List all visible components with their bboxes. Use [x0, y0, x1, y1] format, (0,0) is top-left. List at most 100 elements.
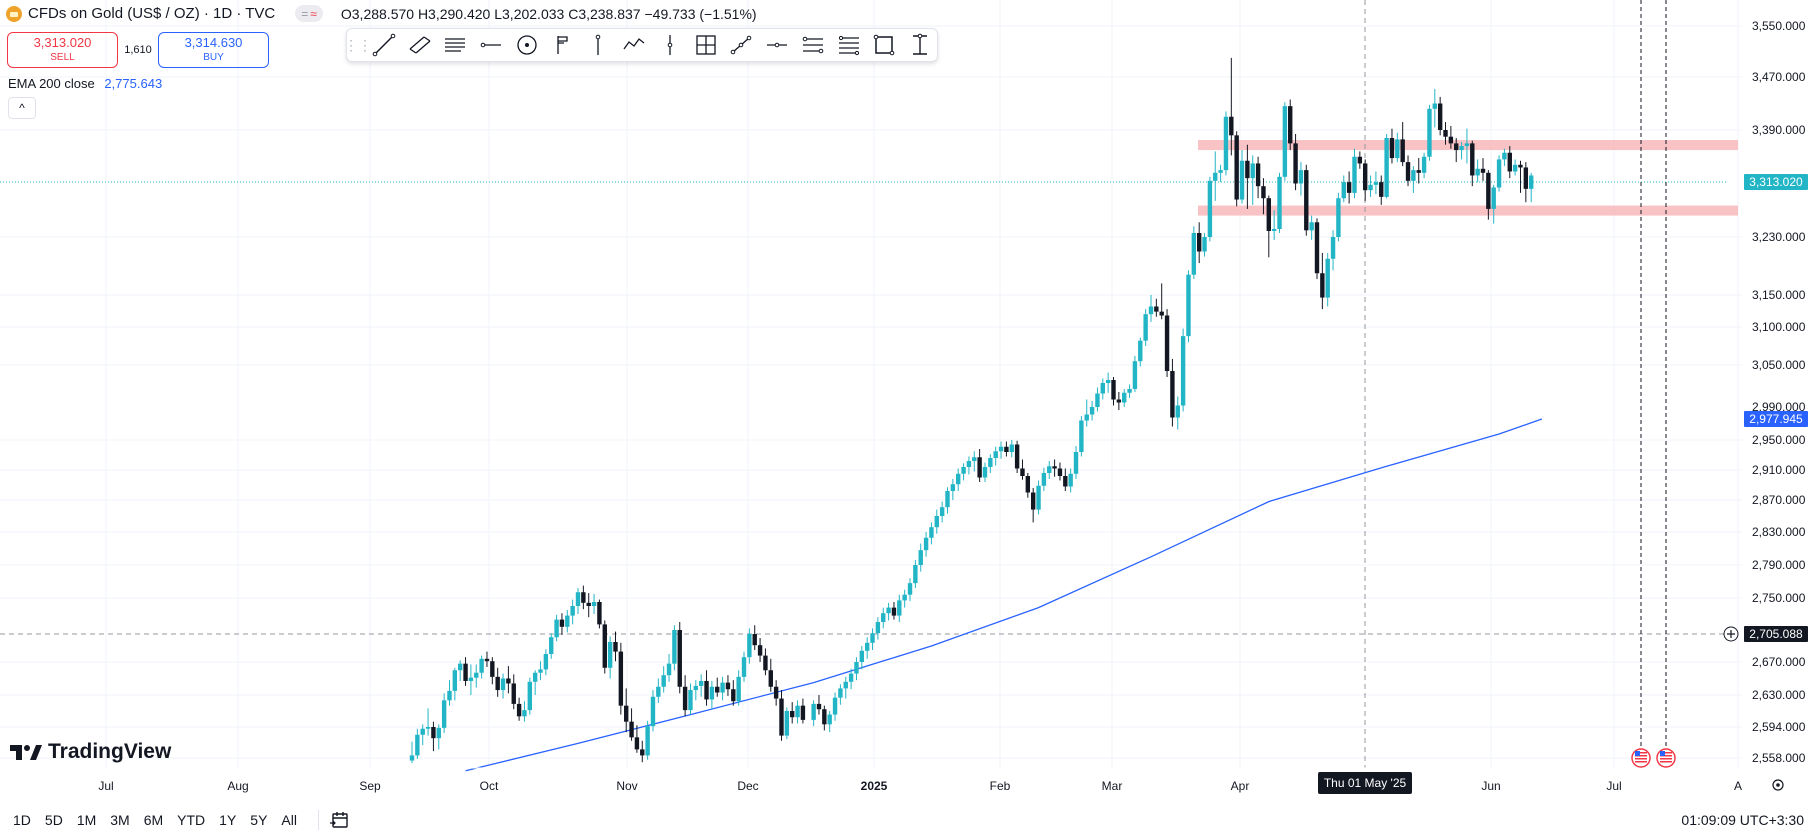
- trend-line-icon[interactable]: [367, 30, 401, 60]
- candle-body: [918, 550, 923, 565]
- ema-legend[interactable]: EMA 200 close 2,775.643: [8, 76, 162, 91]
- sell-button[interactable]: 3,313.020 SELL: [7, 32, 118, 68]
- candle: [1389, 128, 1395, 164]
- rectangle-icon[interactable]: [868, 30, 902, 60]
- candle-body: [425, 727, 431, 729]
- date-range-calendar-icon[interactable]: [329, 809, 351, 831]
- cross-line-icon[interactable]: [689, 30, 723, 60]
- range-1d[interactable]: 1D: [13, 811, 31, 828]
- fib-extension-icon[interactable]: [832, 30, 866, 60]
- candle-body: [1395, 139, 1400, 159]
- candle: [640, 740, 645, 763]
- candle: [1095, 387, 1100, 412]
- candle: [1245, 144, 1250, 209]
- buy-button[interactable]: 3,314.630 BUY: [158, 32, 269, 68]
- market-status-pill[interactable]: = ≈: [295, 5, 323, 22]
- market-wave-icon: ≈: [310, 6, 317, 21]
- candle-body: [747, 634, 752, 658]
- candle-body: [1047, 466, 1052, 473]
- candle-body: [1523, 167, 1529, 189]
- range-3m[interactable]: 3M: [110, 811, 130, 828]
- range-ytd[interactable]: YTD: [177, 811, 206, 828]
- candle: [1518, 160, 1523, 193]
- range-all[interactable]: All: [281, 811, 297, 828]
- symbol-title[interactable]: CFDs on Gold (US$ / OZ) · 1D · TVC: [28, 5, 276, 22]
- candle: [1234, 131, 1239, 207]
- vertical-ray-icon[interactable]: [582, 30, 616, 60]
- candle: [463, 657, 468, 686]
- axes: 3,550.000 3,470.000 3,390.000 3,230.000 3,15…: [98, 19, 1806, 793]
- time-tick-label: Jul: [98, 779, 113, 793]
- candle: [1368, 175, 1373, 197]
- candle-body: [650, 696, 656, 727]
- candle-body: [790, 711, 795, 718]
- candle-body: [1052, 466, 1057, 469]
- flag-stripe: [1660, 755, 1672, 757]
- chart-header: CFDs on Gold (US$ / OZ) · 1D · TVC = ≈ O…: [6, 5, 757, 22]
- candle: [1004, 441, 1009, 457]
- candle: [1229, 57, 1234, 156]
- candle-body: [1020, 468, 1025, 476]
- candle-body: [982, 467, 988, 478]
- horizontal-line-icon[interactable]: [760, 30, 794, 60]
- range-5y[interactable]: 5Y: [250, 811, 268, 828]
- candle-body: [1261, 186, 1266, 199]
- candle-body: [1427, 108, 1432, 157]
- candle: [1180, 328, 1186, 412]
- fib-retracement-icon[interactable]: [796, 30, 830, 60]
- candle-body: [591, 602, 597, 606]
- candle-body: [1320, 273, 1325, 298]
- candle-body: [1239, 160, 1245, 200]
- candle: [923, 532, 929, 557]
- range-5d[interactable]: 5D: [44, 811, 63, 828]
- candle: [854, 657, 859, 681]
- circle-icon[interactable]: [510, 30, 544, 60]
- candle-body: [1309, 222, 1314, 231]
- candle: [468, 664, 474, 695]
- candle: [1079, 416, 1084, 457]
- candle: [784, 707, 790, 740]
- time-tick-label: 2025: [861, 779, 888, 793]
- long-position-icon[interactable]: [903, 30, 937, 60]
- candle: [875, 617, 881, 640]
- candle: [1030, 488, 1036, 523]
- collapse-legend-button[interactable]: ^: [8, 97, 36, 119]
- candle: [500, 673, 506, 699]
- range-1y[interactable]: 1Y: [219, 811, 237, 828]
- candle-body: [640, 749, 645, 756]
- candle-body: [1138, 340, 1143, 362]
- range-1m[interactable]: 1M: [76, 811, 97, 828]
- candle: [586, 593, 591, 618]
- candle-body: [1373, 182, 1379, 185]
- path-icon[interactable]: [617, 30, 651, 60]
- candle: [945, 487, 950, 514]
- flag-stripe: [1635, 752, 1647, 754]
- vertical-line-icon[interactable]: [653, 30, 687, 60]
- candle-body: [1379, 182, 1384, 197]
- range-6m[interactable]: 6M: [143, 811, 164, 828]
- parallel-channel-icon[interactable]: [403, 30, 437, 60]
- buy-price: 3,314.630: [184, 35, 243, 50]
- candle: [409, 741, 415, 764]
- candle-body: [1293, 143, 1298, 184]
- candle-body: [763, 655, 768, 671]
- info-line-icon[interactable]: [725, 30, 759, 60]
- sell-price: 3,313.020: [33, 35, 92, 50]
- candle: [795, 700, 800, 724]
- candle: [1089, 401, 1095, 421]
- bottom-bar: 1D 5D 1M 3M 6M YTD 1Y 5Y All 01:09:09 UTC+3:30: [0, 803, 1816, 836]
- flag-icon[interactable]: [546, 30, 580, 60]
- candle: [495, 667, 500, 697]
- candle-body: [452, 670, 458, 691]
- clock-timezone[interactable]: 01:09:09 UTC+3:30: [1681, 812, 1804, 828]
- horizontal-ray-icon[interactable]: [474, 30, 508, 60]
- candle-body: [1357, 156, 1363, 164]
- flag-stripe: [1635, 755, 1647, 757]
- price-tick-label: 2,558.000: [1752, 751, 1806, 765]
- candle: [827, 711, 832, 733]
- candle-body: [913, 565, 918, 584]
- price-tick-label: 2,830.000: [1752, 525, 1806, 539]
- drag-handle-icon[interactable]: ⋮⋮: [344, 36, 372, 53]
- pitchfork-icon[interactable]: [439, 30, 473, 60]
